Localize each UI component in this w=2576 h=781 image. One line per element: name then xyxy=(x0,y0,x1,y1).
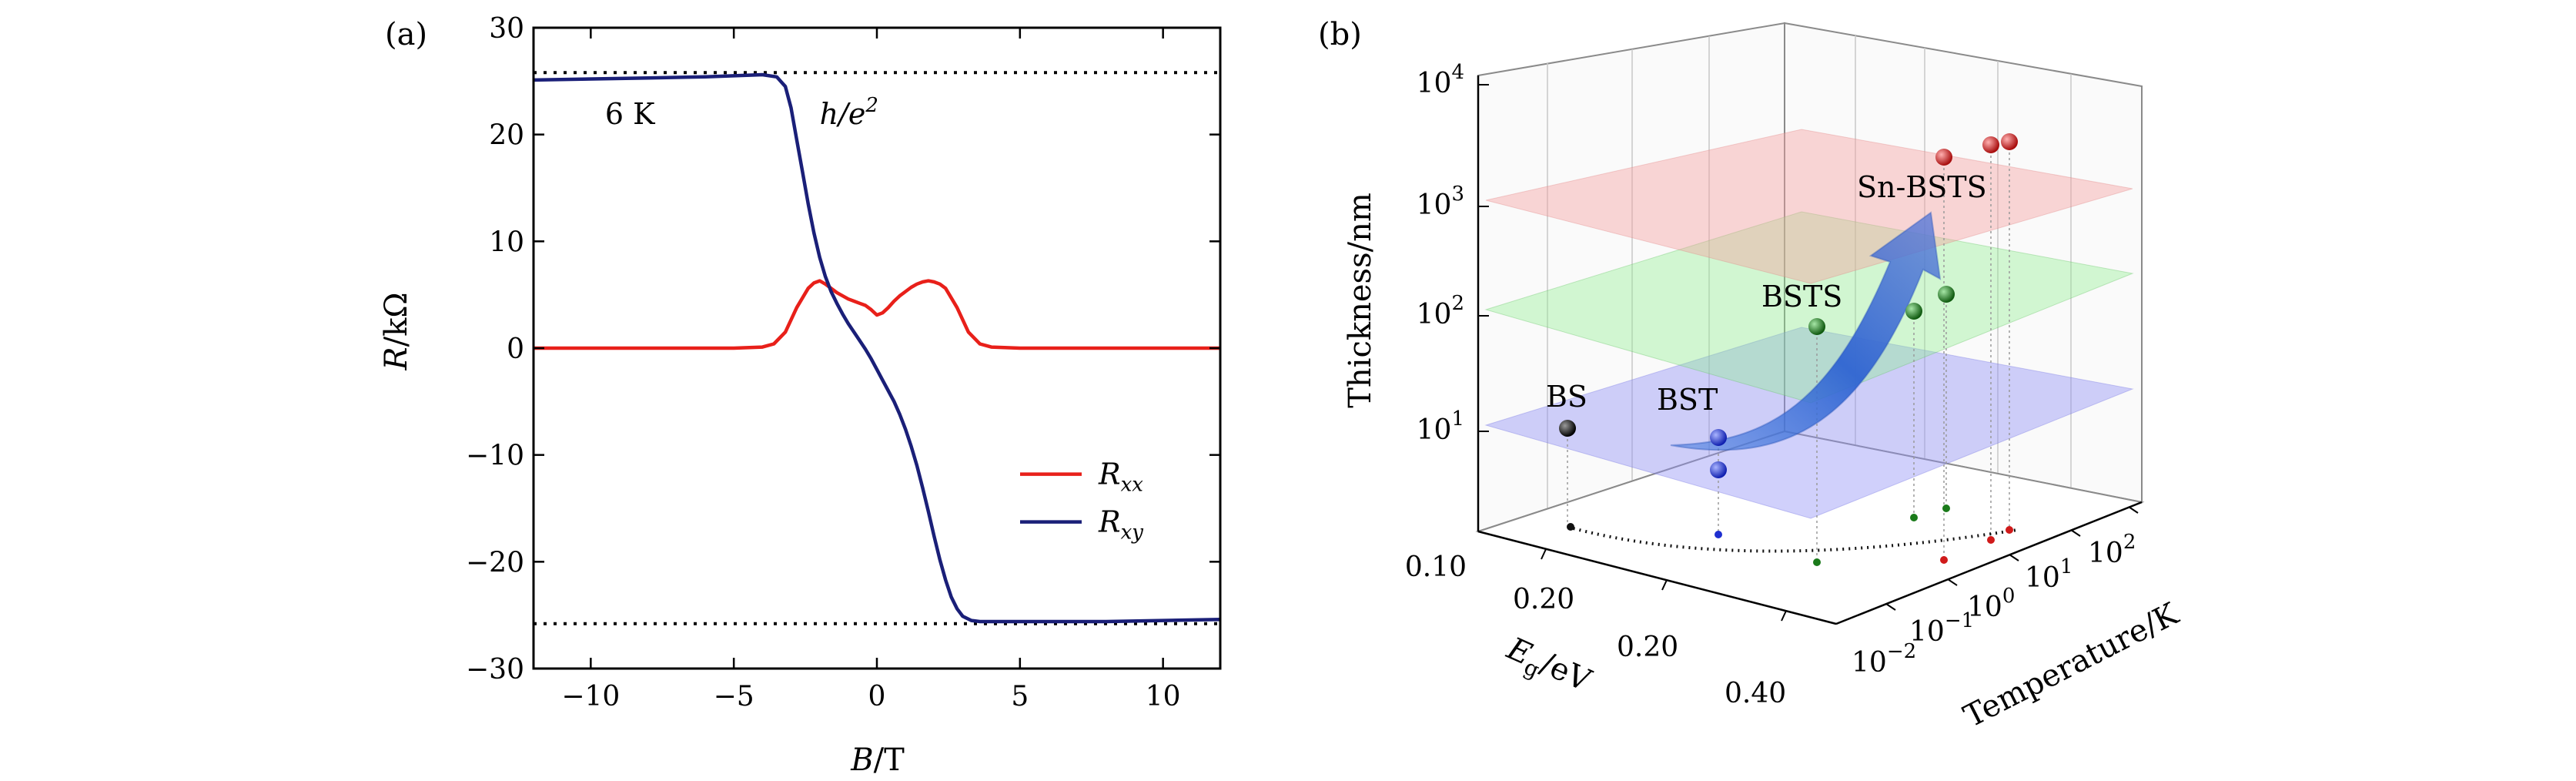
bsts-point xyxy=(1905,303,1922,320)
y-tick-label: 101 xyxy=(2025,555,2073,594)
bst-point xyxy=(1710,461,1727,478)
floor-projection-trail xyxy=(1567,525,2018,553)
y-tick-label: −20 xyxy=(466,547,524,578)
bsts-point xyxy=(1808,318,1825,335)
series-line-rxy xyxy=(533,72,1221,624)
material-label-bst: BST xyxy=(1657,383,1718,417)
x-tick-label: 0 xyxy=(868,681,886,712)
y-axis-label: R/kΩ xyxy=(379,292,414,370)
x-axis: −10 −5 0 5 10 xyxy=(561,28,1181,712)
sn-bsts-point xyxy=(1982,136,1999,153)
panel-a-plot-area: −10 −5 0 5 10 −30 −20 −10 0 10 20 30 xyxy=(466,13,1222,712)
x-axis-label: Eg/eV xyxy=(1499,631,1597,704)
bs-floor-point xyxy=(1567,523,1574,531)
reference-lines xyxy=(534,71,1220,625)
material-label-sn-bsts: Sn-BSTS xyxy=(1857,170,1987,204)
thickness-100-plane xyxy=(1484,211,2134,404)
z-tick-label: 101 xyxy=(1417,407,1464,446)
sn-bsts-point xyxy=(2001,133,2018,150)
x-axis: 0.20 0.20 0.40 xyxy=(1477,530,1837,709)
bst-point xyxy=(1710,429,1727,446)
z-tick-label: 103 xyxy=(1417,183,1464,221)
panel-a-label: (a) xyxy=(385,17,427,52)
y-axis: −30 −20 −10 0 10 20 30 xyxy=(466,13,1220,685)
z-tick-label: 0.10 xyxy=(1405,551,1467,583)
thickness-1000-plane xyxy=(1485,129,2133,284)
drop-lines xyxy=(1567,142,2010,562)
y-tick-label: 100 xyxy=(1967,585,2015,623)
bsts-floor-point xyxy=(1910,514,1918,521)
x-axis-label-variable: B xyxy=(850,742,873,778)
x-tick-label: 5 xyxy=(1011,681,1029,712)
x-axis-label-unit: /T xyxy=(874,742,905,778)
sn-bsts-floor-point xyxy=(2006,526,2013,534)
bsts-floor-point xyxy=(1942,504,1950,512)
y-tick-label: 102 xyxy=(2088,531,2136,569)
y-axis-label-unit: /kΩ xyxy=(379,292,414,347)
series-group xyxy=(533,72,1221,624)
panel-b-label: (b) xyxy=(1318,17,1362,52)
x-axis-label: B/T xyxy=(850,742,905,778)
x-tick-label: 0.20 xyxy=(1513,584,1574,615)
floor-projections xyxy=(1567,504,2013,566)
y-tick-label: −30 xyxy=(466,654,524,685)
z-axis-label: Thickness/nm xyxy=(1343,193,1378,408)
bsts-point xyxy=(1938,286,1955,303)
x-tick-label: 0.40 xyxy=(1725,678,1786,709)
x-tick-label: 0.20 xyxy=(1617,632,1678,663)
sn-bsts-floor-point xyxy=(1940,556,1948,564)
y-axis-label-variable: R xyxy=(379,347,414,370)
sn-bsts-floor-point xyxy=(1987,536,1995,544)
legend-label-rxy: Rxy xyxy=(1098,505,1143,545)
series-line-rxx xyxy=(534,279,1220,350)
y-tick-label: 10 xyxy=(489,226,524,258)
z-axis: 104 103 102 101 0.10 xyxy=(1405,61,1489,583)
panel-b: (b) xyxy=(1318,17,2185,735)
y-tick-label: 20 xyxy=(489,120,524,152)
annotation-quantum-resistance: h/e2 xyxy=(820,94,878,131)
material-label-bsts: BSTS xyxy=(1761,280,1842,313)
legend: Rxx Rxy xyxy=(1020,458,1143,545)
legend-label-rxx: Rxx xyxy=(1098,458,1143,497)
bs-point xyxy=(1559,420,1576,437)
y-tick-label: 10−2 xyxy=(1852,640,1916,679)
y-axis: 10−2 10−1 100 101 102 xyxy=(1835,501,2143,679)
bst-floor-point xyxy=(1715,531,1722,538)
z-tick-label: 104 xyxy=(1417,61,1464,99)
y-tick-label: 10−1 xyxy=(1909,609,1974,648)
x-tick-label: 10 xyxy=(1146,681,1181,712)
bsts-floor-point xyxy=(1813,558,1821,566)
z-tick-label: 102 xyxy=(1417,292,1464,330)
sn-bsts-point xyxy=(1935,149,1952,166)
data-spheres xyxy=(1559,133,2018,478)
annotation-temperature: 6 K xyxy=(605,97,655,131)
y-tick-label: 0 xyxy=(507,334,524,365)
y-tick-label: −10 xyxy=(466,441,524,472)
material-label-bs: BS xyxy=(1546,380,1587,414)
x-tick-label: −10 xyxy=(561,681,620,712)
trend-arrow xyxy=(1670,211,1942,451)
x-tick-label: −5 xyxy=(714,681,754,712)
y-tick-label: 30 xyxy=(489,13,524,45)
back-walls xyxy=(1477,22,2143,533)
